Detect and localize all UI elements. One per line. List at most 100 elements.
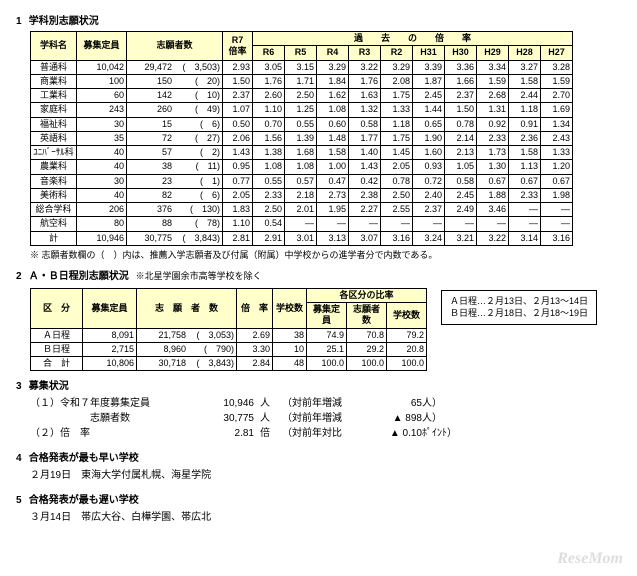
sec2-title: Ａ・Ｂ日程別志願状況 (29, 271, 129, 282)
t1-h-R6: R6 (253, 46, 285, 60)
dept-past: 1.48 (317, 131, 349, 145)
table-row: 合 計10,80630,718( 3,843)2.8448100.0100.01… (31, 357, 427, 371)
dept-r7: 0.77 (223, 174, 253, 188)
sched-rate: 2.69 (237, 328, 273, 342)
dept-past: 1.77 (349, 131, 381, 145)
dept-name: 福祉科 (31, 117, 77, 131)
dept-past: 1.33 (541, 146, 573, 160)
dept-past: 1.73 (477, 146, 509, 160)
dept-past: 0.67 (541, 174, 573, 188)
sec5-title: 合格発表が最も遅い学校 (29, 495, 139, 506)
dept-past: 1.95 (317, 203, 349, 217)
dept-past: 2.05 (381, 160, 413, 174)
dept-r7: 2.93 (223, 60, 253, 74)
table-row: 商業科100150( 20)1.501.761.711.841.762.081.… (31, 74, 573, 88)
dept-r7: 2.37 (223, 89, 253, 103)
dept-name: 農業科 (31, 160, 77, 174)
table-row: 計10,94630,775( 3,843)2.812.913.013.133.0… (31, 231, 573, 245)
dept-past: 1.00 (317, 160, 349, 174)
dept-name: 航空科 (31, 217, 77, 231)
dept-past: 1.76 (349, 74, 381, 88)
summary-row: （２）倍 率2.81倍（対前年対比▲ 0.10ﾎﾟｲﾝﾄ） (30, 426, 621, 441)
dept-r7: 2.05 (223, 188, 253, 202)
dept-past: 1.40 (349, 146, 381, 160)
dept-past: 3.29 (317, 60, 349, 74)
sec1-title: 学科別志願状況 (29, 16, 99, 27)
sec2-num: 2 (16, 271, 26, 282)
dept-past: 0.58 (349, 117, 381, 131)
dept-past: 2.33 (509, 188, 541, 202)
table-departments: 学科名募集定員志願者数R7倍率過 去 の 倍 率R6R5R4R3R2H31H30… (30, 31, 573, 246)
dept-past: 3.05 (253, 60, 285, 74)
dept-past: 1.58 (509, 146, 541, 160)
dept-r7: 1.07 (223, 103, 253, 117)
dept-r7: 1.43 (223, 146, 253, 160)
sec3-title: 募集状況 (29, 381, 69, 392)
t2-h-rate: 倍 率 (237, 288, 273, 328)
summary-dlabel: （対前年増減 (282, 411, 362, 426)
dept-past: 0.58 (445, 174, 477, 188)
dept-past: 3.22 (349, 60, 381, 74)
sched-cap: 10,806 (83, 357, 137, 371)
dept-past: 1.43 (349, 160, 381, 174)
dept-past: 3.29 (381, 60, 413, 74)
t1-h-app: 志願者数 (127, 32, 223, 61)
dept-past: 1.68 (285, 146, 317, 160)
dept-app: 82( 6) (127, 188, 223, 202)
dept-past: 0.54 (253, 217, 285, 231)
dept-past: 1.63 (349, 89, 381, 103)
summary-dunit: 人） (422, 396, 462, 411)
dept-past: 2.40 (413, 188, 445, 202)
dept-cap: 10,042 (77, 60, 127, 74)
t1-h-H27: H27 (541, 46, 573, 60)
dept-past: 1.98 (541, 188, 573, 202)
summary-label: （１）令和７年度募集定員 (30, 396, 180, 411)
dept-past: 1.75 (381, 131, 413, 145)
dept-past: 0.72 (413, 174, 445, 188)
table-row: Ａ日程8,09121,758( 3,053)2.693874.970.879.2 (31, 328, 427, 342)
dept-cap: 40 (77, 188, 127, 202)
dept-app: 260( 49) (127, 103, 223, 117)
sec3-num: 3 (16, 381, 26, 392)
sched-sch: 38 (273, 328, 307, 342)
dept-past: 1.87 (413, 74, 445, 88)
table-row: 家庭科243260( 49)1.071.101.251.081.321.331.… (31, 103, 573, 117)
sched-kubun: Ｂ日程 (31, 342, 83, 356)
dept-past: 2.43 (541, 131, 573, 145)
dept-past: 1.88 (477, 188, 509, 202)
dept-past: 1.58 (317, 146, 349, 160)
dept-past: 0.93 (413, 160, 445, 174)
dept-past: 2.33 (477, 131, 509, 145)
dept-r7: 2.06 (223, 131, 253, 145)
dept-app: 30,775( 3,843) (127, 231, 223, 245)
dept-app: 38( 11) (127, 160, 223, 174)
table-row: 農業科4038( 11)0.951.081.081.001.432.050.93… (31, 160, 573, 174)
dept-past: 0.65 (413, 117, 445, 131)
dept-past: 1.05 (445, 160, 477, 174)
summary-label: 志願者数 (30, 411, 180, 426)
dept-name: 家庭科 (31, 103, 77, 117)
dept-past: 1.18 (381, 117, 413, 131)
summary-dvalue: ▲ 0.10 (362, 426, 422, 441)
dept-past: 1.75 (381, 89, 413, 103)
dept-past: 1.69 (541, 103, 573, 117)
dept-past: 1.33 (381, 103, 413, 117)
t1-h-H31: H31 (413, 46, 445, 60)
dept-app: 57( 2) (127, 146, 223, 160)
dept-past: 3.27 (509, 60, 541, 74)
dept-past: — (317, 217, 349, 231)
dept-past: 1.58 (509, 74, 541, 88)
dept-past: 2.45 (413, 89, 445, 103)
table-row: 普通科10,04229,472( 3,503)2.933.053.153.293… (31, 60, 573, 74)
sched-psch: 100.0 (387, 357, 427, 371)
dept-past: 1.56 (253, 131, 285, 145)
dept-past: 1.60 (413, 146, 445, 160)
dept-app: 23( 1) (127, 174, 223, 188)
sec4-title: 合格発表が最も早い学校 (29, 453, 139, 464)
dept-past: 1.18 (509, 103, 541, 117)
table-row: ﾕﾆﾊﾞｰｻﾙ科4057( 2)1.431.381.681.581.401.45… (31, 146, 573, 160)
dept-name: 音楽科 (31, 174, 77, 188)
dept-past: — (509, 217, 541, 231)
dept-past: 3.16 (541, 231, 573, 245)
dept-past: 0.78 (381, 174, 413, 188)
